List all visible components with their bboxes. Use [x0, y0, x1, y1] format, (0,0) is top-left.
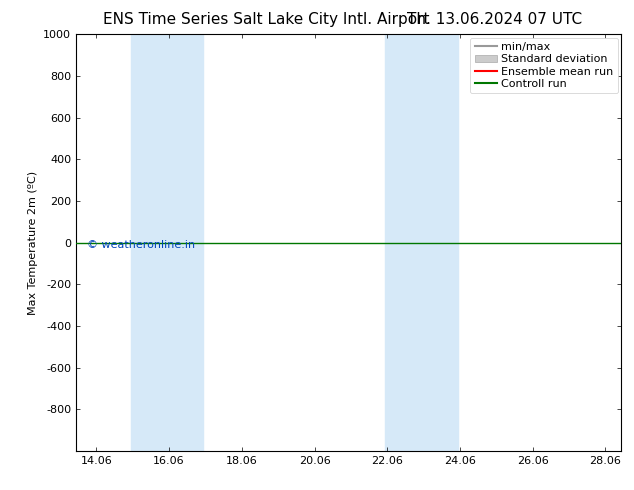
- Bar: [131, 34, 204, 451]
- Text: ENS Time Series Salt Lake City Intl. Airport: ENS Time Series Salt Lake City Intl. Air…: [103, 12, 429, 27]
- Bar: [385, 34, 458, 451]
- Text: Th. 13.06.2024 07 UTC: Th. 13.06.2024 07 UTC: [407, 12, 582, 27]
- Legend: min/max, Standard deviation, Ensemble mean run, Controll run: min/max, Standard deviation, Ensemble me…: [470, 38, 618, 93]
- Text: © weatheronline.in: © weatheronline.in: [87, 241, 195, 250]
- Y-axis label: Max Temperature 2m (ºC): Max Temperature 2m (ºC): [28, 171, 37, 315]
